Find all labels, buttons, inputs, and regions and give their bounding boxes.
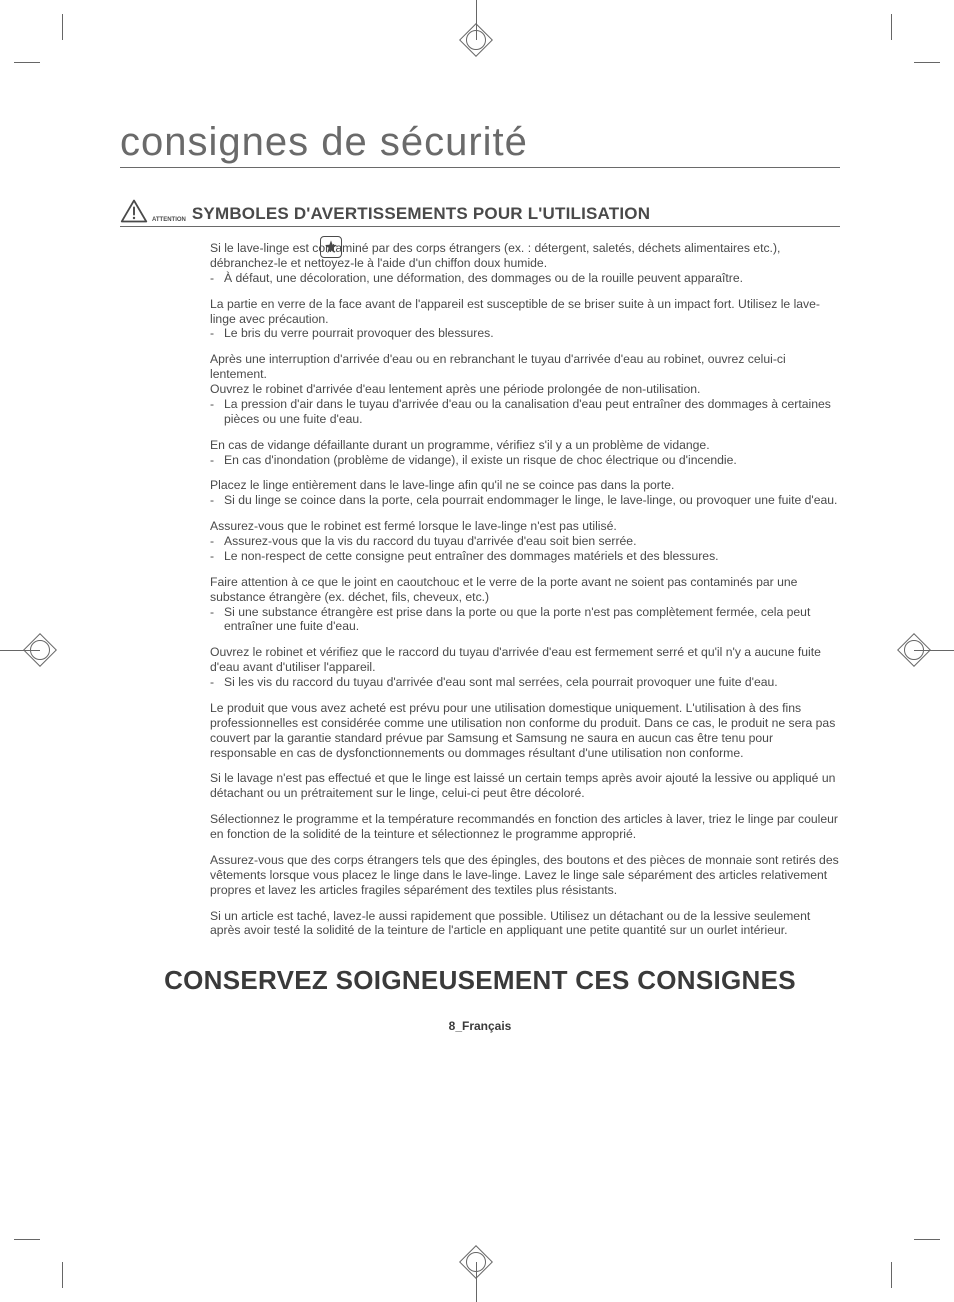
paragraph-block: Si un article est taché, lavez-le aussi …: [210, 909, 840, 939]
paragraph-block: Assurez-vous que des corps étrangers tel…: [210, 853, 840, 898]
section-header: ATTENTION SYMBOLES D'AVERTISSEMENTS POUR…: [120, 198, 840, 227]
sub-item-text: Si du linge se coince dans la porte, cel…: [224, 493, 840, 508]
sub-list: -En cas d'inondation (problème de vidang…: [210, 453, 840, 468]
bullet-dash: -: [210, 549, 224, 564]
paragraph-intro: En cas de vidange défaillante durant un …: [210, 438, 840, 453]
star-note-icon: [320, 236, 342, 258]
paragraph-block: Faire attention à ce que le joint en cao…: [210, 575, 840, 635]
bullet-dash: -: [210, 271, 224, 286]
sub-item-text: Si une substance étrangère est prise dan…: [224, 605, 840, 635]
sub-list: -Si du linge se coince dans la porte, ce…: [210, 493, 840, 508]
paragraph-block: Le produit que vous avez acheté est prév…: [210, 701, 840, 761]
bullet-dash: -: [210, 397, 224, 427]
sub-item: -En cas d'inondation (problème de vidang…: [210, 453, 840, 468]
paragraph-block: Ouvrez le robinet et vérifiez que le rac…: [210, 645, 840, 690]
sub-list: -À défaut, une décoloration, une déforma…: [210, 271, 840, 286]
paragraph-block: Si le lavage n'est pas effectué et que l…: [210, 771, 840, 801]
sub-item: -Si une substance étrangère est prise da…: [210, 605, 840, 635]
paragraph-intro: Placez le linge entièrement dans le lave…: [210, 478, 840, 493]
bullet-dash: -: [210, 493, 224, 508]
paragraph-intro: Ouvrez le robinet d'arrivée d'eau lentem…: [210, 382, 840, 397]
sub-item: -Si les vis du raccord du tuyau d'arrivé…: [210, 675, 840, 690]
sub-item-text: Le non-respect de cette consigne peut en…: [224, 549, 840, 564]
paragraph-intro: Ouvrez le robinet et vérifiez que le rac…: [210, 645, 840, 675]
paragraph-block: Après une interruption d'arrivée d'eau o…: [210, 352, 840, 426]
sub-item-text: La pression d'air dans le tuyau d'arrivé…: [224, 397, 840, 427]
preserve-instructions-heading: CONSERVEZ SOIGNEUSEMENT CES CONSIGNES: [120, 964, 840, 997]
paragraph-intro: Si un article est taché, lavez-le aussi …: [210, 909, 840, 939]
paragraph-intro: Après une interruption d'arrivée d'eau o…: [210, 352, 840, 382]
bullet-dash: -: [210, 675, 224, 690]
sub-item: -Le bris du verre pourrait provoquer des…: [210, 326, 840, 341]
paragraph-intro: Si le lave-linge est contaminé par des c…: [210, 241, 840, 271]
sub-item-text: En cas d'inondation (problème de vidange…: [224, 453, 840, 468]
sub-item-text: Assurez-vous que la vis du raccord du tu…: [224, 534, 840, 549]
attention-label: ATTENTION: [152, 217, 186, 223]
paragraph-block: Sélectionnez le programme et la températ…: [210, 812, 840, 842]
page-title: consignes de sécurité: [120, 120, 840, 168]
sub-list: -La pression d'air dans le tuyau d'arriv…: [210, 397, 840, 427]
paragraph-intro: Assurez-vous que des corps étrangers tel…: [210, 853, 840, 898]
bullet-dash: -: [210, 326, 224, 341]
sub-item: -La pression d'air dans le tuyau d'arriv…: [210, 397, 840, 427]
paragraph-block: Si le lave-linge est contaminé par des c…: [210, 241, 840, 286]
paragraph-block: La partie en verre de la face avant de l…: [210, 297, 840, 342]
paragraph-intro: Le produit que vous avez acheté est prév…: [210, 701, 840, 761]
paragraph-intro: Sélectionnez le programme et la températ…: [210, 812, 840, 842]
sub-item: -À défaut, une décoloration, une déforma…: [210, 271, 840, 286]
page-content: consignes de sécurité ATTENTION SYMBOLES…: [120, 120, 840, 1033]
sub-list: -Si les vis du raccord du tuyau d'arrivé…: [210, 675, 840, 690]
paragraph-intro: La partie en verre de la face avant de l…: [210, 297, 840, 327]
sub-item: -Si du linge se coince dans la porte, ce…: [210, 493, 840, 508]
sub-item-text: À défaut, une décoloration, une déformat…: [224, 271, 840, 286]
bullet-dash: -: [210, 605, 224, 635]
sub-item: -Assurez-vous que la vis du raccord du t…: [210, 534, 840, 549]
paragraph-block: Assurez-vous que le robinet est fermé lo…: [210, 519, 840, 564]
sub-item-text: Le bris du verre pourrait provoquer des …: [224, 326, 840, 341]
bullet-dash: -: [210, 534, 224, 549]
paragraph-intro: Si le lavage n'est pas effectué et que l…: [210, 771, 840, 801]
sub-list: -Le bris du verre pourrait provoquer des…: [210, 326, 840, 341]
section-title: SYMBOLES D'AVERTISSEMENTS POUR L'UTILISA…: [192, 204, 650, 224]
paragraph-block: Placez le linge entièrement dans le lave…: [210, 478, 840, 508]
sub-list: -Si une substance étrangère est prise da…: [210, 605, 840, 635]
paragraph-intro: Assurez-vous que le robinet est fermé lo…: [210, 519, 840, 534]
content-body: Si le lave-linge est contaminé par des c…: [120, 241, 840, 938]
sub-list: -Assurez-vous que la vis du raccord du t…: [210, 534, 840, 564]
page-footer: 8_Français: [120, 1019, 840, 1033]
paragraph-block: En cas de vidange défaillante durant un …: [210, 438, 840, 468]
warning-triangle-icon: [120, 198, 148, 224]
sub-item-text: Si les vis du raccord du tuyau d'arrivée…: [224, 675, 840, 690]
paragraph-intro: Faire attention à ce que le joint en cao…: [210, 575, 840, 605]
sub-item: -Le non-respect de cette consigne peut e…: [210, 549, 840, 564]
bullet-dash: -: [210, 453, 224, 468]
